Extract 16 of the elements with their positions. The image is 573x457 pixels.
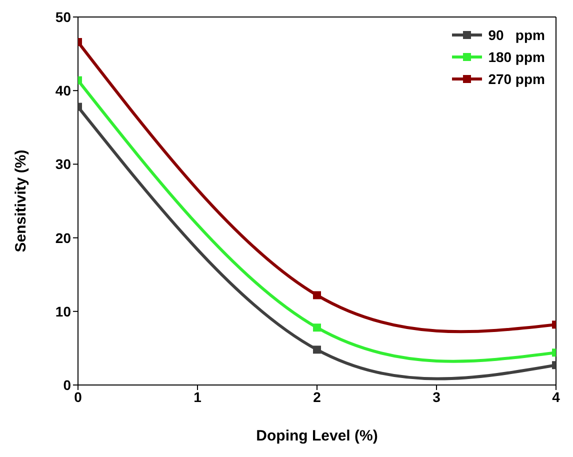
x-tick-label: 0 <box>74 388 82 405</box>
y-tick-label: 40 <box>55 82 72 99</box>
y-tick-label: 10 <box>55 303 72 320</box>
x-axis-title: Doping Level (%) <box>256 428 378 445</box>
legend-label: 180 ppm <box>488 49 545 65</box>
y-tick-label: 20 <box>55 230 72 246</box>
x-tick-label: 3 <box>432 388 441 405</box>
x-tick-label: 4 <box>552 388 560 405</box>
y-tick-label: 0 <box>63 376 72 393</box>
y-tick-label: 50 <box>55 8 72 25</box>
x-tick-label: 1 <box>194 388 202 405</box>
x-tick-label: 2 <box>313 388 322 405</box>
legend-label: 270 ppm <box>488 71 545 87</box>
y-axis-title: Sensitivity (%) <box>12 150 30 252</box>
y-tick-label: 30 <box>55 156 72 172</box>
legend-label: 90 ppm <box>488 27 545 43</box>
